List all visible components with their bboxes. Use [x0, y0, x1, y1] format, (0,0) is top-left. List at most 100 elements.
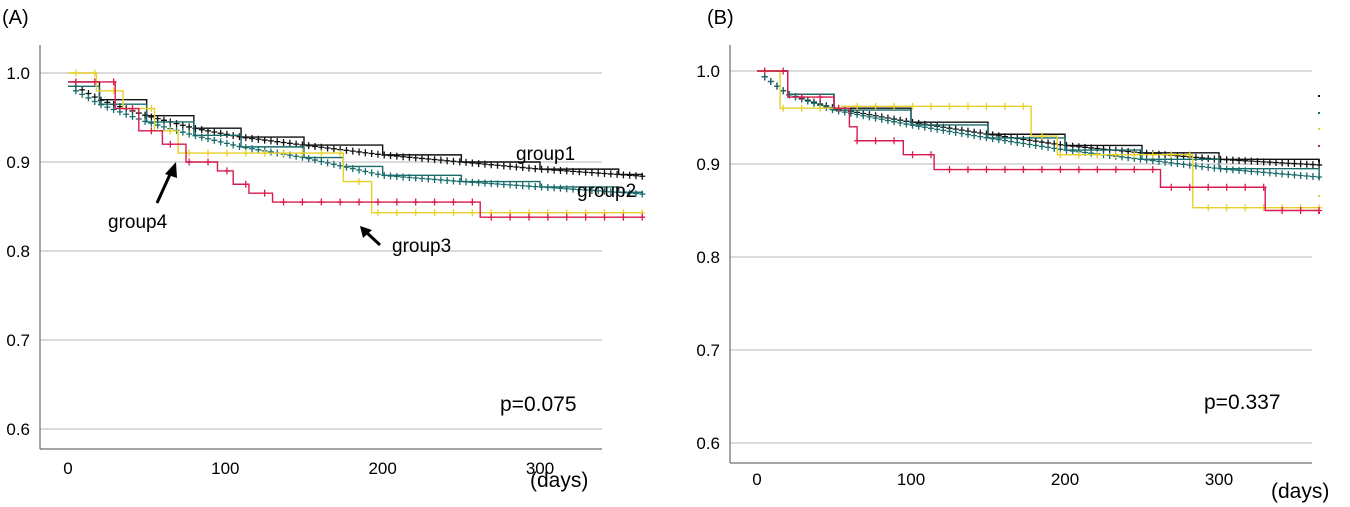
- panel-b-censor-mark: [940, 126, 947, 134]
- panel-b-censor-mark: [1248, 157, 1255, 165]
- panel-b-censor-mark: [1020, 102, 1027, 110]
- panel-b-censor-mark: [1069, 147, 1076, 155]
- panel-b-censor-mark: [854, 137, 861, 145]
- panel-a-censor-mark: [374, 170, 381, 178]
- panel-b-censor-mark: [1279, 159, 1286, 167]
- panel-a-censor-mark: [337, 149, 344, 157]
- panel-b-censor-mark: [928, 151, 935, 159]
- panel-a-censor-mark: [274, 138, 281, 146]
- panel-b-censor-mark: [1291, 171, 1298, 179]
- panel-b-censor-mark: [780, 67, 787, 75]
- panel-a-censor-mark: [318, 143, 325, 151]
- panel-a-censor-mark: [160, 116, 167, 124]
- panel-a-censor-mark: [356, 178, 363, 186]
- panel-a-censor-mark: [305, 155, 312, 163]
- panel-a-censor-mark: [223, 139, 230, 147]
- panel-b-censor-mark: [1106, 151, 1113, 159]
- panel-a-censor-mark: [299, 149, 306, 157]
- panel-a-censor-mark: [469, 178, 476, 186]
- panel-a-censor-mark: [186, 130, 193, 138]
- panel-a-censor-mark: [431, 198, 438, 206]
- panel-b-censor-mark: [1168, 151, 1175, 159]
- panel-b-censor-mark: [1186, 183, 1193, 191]
- panel-b-censor-mark: [1088, 149, 1095, 157]
- panel-a-censor-mark: [198, 126, 205, 134]
- panel-b-censor-mark: [804, 97, 811, 105]
- panel-a-censor-mark: [393, 209, 400, 217]
- panel-a-censor-mark: [626, 171, 633, 179]
- panel-a-censor-mark: [563, 167, 570, 175]
- panel-b-censor-mark: [767, 77, 774, 85]
- panel-a-censor-mark: [374, 150, 381, 158]
- panel-b-censor-mark: [1279, 170, 1286, 178]
- panel-b-censor-mark: [934, 125, 941, 133]
- panel-a-censor-mark: [205, 127, 212, 135]
- panel-a-censor-mark: [142, 117, 149, 125]
- panel-b-censor-mark: [1217, 165, 1224, 173]
- panel-a-censor-mark: [305, 142, 312, 150]
- panel-a-censor-mark: [356, 166, 363, 174]
- panel-a-censor-mark: [91, 78, 98, 86]
- panel-a-censor-mark: [387, 152, 394, 160]
- panel-a-censor-mark: [205, 158, 212, 166]
- panel-a-x-tick-label: 200: [368, 459, 396, 478]
- panel-b-censor-mark: [761, 67, 768, 75]
- legend-mark-group3: [1318, 195, 1320, 197]
- panel-a-censor-mark: [614, 170, 621, 178]
- panel-a-censor-mark: [148, 127, 155, 135]
- panel-b-censor-mark: [946, 166, 953, 174]
- panel-b-censor-mark: [1125, 148, 1132, 156]
- panel-b-series: [757, 67, 1323, 214]
- panel-b-censor-mark: [872, 137, 879, 145]
- panel-a-censor-mark: [507, 162, 514, 170]
- panel-b-censor-mark: [1051, 144, 1058, 152]
- panel-a-censor-mark: [500, 180, 507, 188]
- panel-b-censor-mark: [1045, 143, 1052, 151]
- panel-a-censor-mark: [154, 121, 161, 129]
- panel-b-censor-mark: [1020, 140, 1027, 148]
- panel-a-censor-mark: [519, 164, 526, 172]
- panel-a-censor-mark: [639, 172, 646, 180]
- panel-b-censor-mark: [891, 102, 898, 110]
- legend-mark-group2: [1318, 177, 1320, 179]
- panel-b-p-value: p=0.337: [1204, 391, 1281, 414]
- panel-b-censor-mark: [928, 102, 935, 110]
- panel-b-censor-mark: [1008, 138, 1015, 146]
- panel-a-censor-mark: [400, 153, 407, 161]
- panel-a-p-value: p=0.075: [500, 393, 577, 416]
- panel-a-censor-mark: [324, 159, 331, 167]
- panel-a-censor-mark: [450, 177, 457, 185]
- panel-b-censor-mark: [977, 133, 984, 141]
- panel-a-censor-mark: [551, 166, 558, 174]
- panel-a-y-ticks: 1.0 0.9 0.8 0.7 0.6: [6, 64, 30, 439]
- panel-b-grid: [730, 70, 1312, 444]
- panel-a-censor-mark: [639, 213, 646, 221]
- panel-a-censor-mark: [318, 157, 325, 165]
- panel-b-censor-mark: [1057, 166, 1064, 174]
- panel-a-censor-mark: [280, 198, 287, 206]
- panel-a-censor-mark: [129, 105, 136, 113]
- panel-b-censor-mark: [897, 119, 904, 127]
- panel-a-censor-mark: [249, 134, 256, 142]
- panel-b-censor-mark: [774, 82, 781, 90]
- panel-a-censor-mark: [557, 167, 564, 175]
- panel-a-censor-mark: [148, 113, 155, 121]
- panel-b-censor-mark: [841, 108, 848, 116]
- annotation-group4: group4: [108, 212, 168, 233]
- panel-a-censor-mark: [148, 105, 155, 113]
- panel-b-censor-mark: [1297, 171, 1304, 179]
- panel-b-censor-mark: [1229, 166, 1236, 174]
- panel-a-censor-mark: [431, 209, 438, 217]
- panel-b-censor-mark: [1285, 170, 1292, 178]
- panel-b-censor-mark: [1303, 172, 1310, 180]
- panel-a-censor-mark: [525, 164, 532, 172]
- panel-b-y-ticks: 1.0 0.9 0.8 0.7 0.6: [696, 62, 720, 453]
- panel-a-censor-mark: [494, 161, 501, 169]
- panel-a-censor-mark: [72, 69, 79, 77]
- panel-b-censor-mark: [1316, 161, 1323, 169]
- annotation-group3: group3: [392, 236, 451, 257]
- panel-a-censor-mark: [431, 175, 438, 183]
- panel-b-censor-mark: [1279, 207, 1286, 214]
- legend-mark-group4: [1318, 212, 1320, 214]
- panel-b-censor-mark: [1001, 102, 1008, 110]
